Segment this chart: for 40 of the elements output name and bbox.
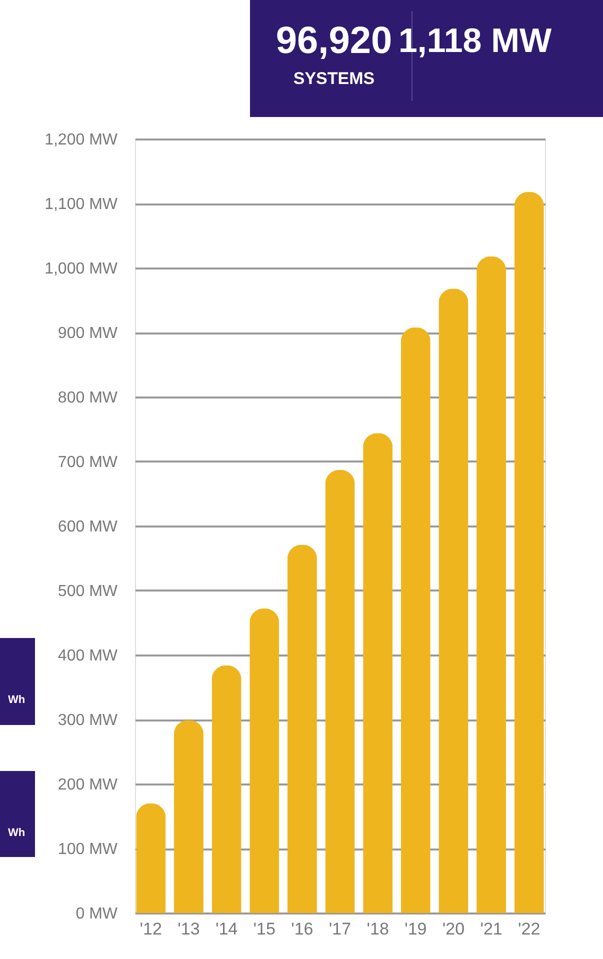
x-tick-label: '22 xyxy=(518,920,540,938)
text: 1,118 MW xyxy=(398,22,552,60)
bar xyxy=(438,288,468,913)
y-tick-label: 700 MW xyxy=(58,454,118,471)
y-tick-label: 100 MW xyxy=(58,841,118,858)
text: 96,920 xyxy=(276,20,392,62)
y-tick-label: 200 MW xyxy=(58,776,118,794)
y-tick-label: 600 MW xyxy=(58,518,118,536)
bar xyxy=(174,720,204,913)
x-tick-label: '21 xyxy=(480,920,502,938)
bar xyxy=(363,433,393,913)
x-tick-label: '14 xyxy=(215,920,238,938)
y-tick-label: 400 MW xyxy=(58,648,118,664)
y-tick-label: 0 MW xyxy=(76,906,118,922)
y-tick-label: 300 MW xyxy=(58,712,118,729)
x-tick-label: '19 xyxy=(404,920,427,938)
x-tick-label: '15 xyxy=(253,920,276,938)
bar xyxy=(250,608,280,913)
x-tick-label: '17 xyxy=(328,920,352,938)
bar xyxy=(400,327,430,913)
y-tick-label: 500 MW xyxy=(58,583,118,600)
y-tick-label: 1,200 MW xyxy=(44,132,118,148)
bar xyxy=(476,256,506,913)
bar xyxy=(136,803,166,913)
y-tick-label: 1,000 MW xyxy=(44,260,118,278)
y-tick-label: 800 MW xyxy=(58,390,118,406)
y-tick-label: 1,100 MW xyxy=(44,196,118,213)
text: SYSTEMS xyxy=(293,69,375,88)
x-tick-label: '12 xyxy=(140,920,162,938)
x-tick-label: '13 xyxy=(178,920,200,938)
bar xyxy=(212,665,242,913)
text: Wh xyxy=(8,827,26,839)
bar xyxy=(287,544,317,913)
x-tick-label: '20 xyxy=(442,920,465,938)
bar xyxy=(325,470,355,913)
text: Wh xyxy=(8,694,26,706)
y-tick-label: 900 MW xyxy=(58,325,118,342)
x-tick-label: '16 xyxy=(291,920,314,938)
x-tick-label: '18 xyxy=(366,920,389,938)
bar xyxy=(514,192,544,913)
